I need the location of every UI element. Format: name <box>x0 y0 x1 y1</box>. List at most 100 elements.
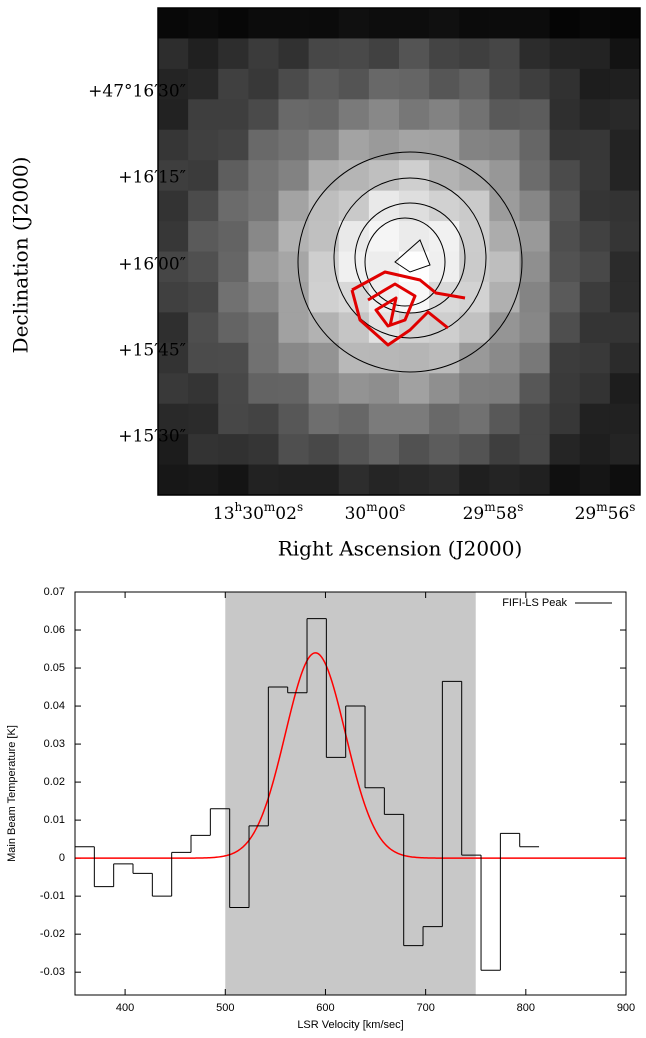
pixel <box>248 38 279 70</box>
pixel <box>308 434 340 466</box>
red-contour <box>351 270 466 300</box>
pixel <box>519 8 551 39</box>
contour <box>297 151 523 373</box>
pixel <box>399 68 430 100</box>
pixel <box>158 342 189 374</box>
pixel <box>158 129 189 161</box>
pixel <box>609 464 641 496</box>
pixel <box>549 190 581 222</box>
y-tick-label: 0.04 <box>44 700 65 712</box>
pixel <box>519 403 551 435</box>
pixel <box>549 160 581 192</box>
y-tick-label: 0.01 <box>44 814 65 826</box>
red-contour <box>350 289 449 347</box>
pixel <box>549 312 581 344</box>
pixel <box>399 342 430 374</box>
pixel <box>368 464 400 496</box>
pixel <box>489 68 520 100</box>
pixel <box>399 434 430 466</box>
pixel <box>218 190 249 222</box>
pixel <box>158 434 189 466</box>
pixel <box>399 129 430 161</box>
pixel <box>188 68 219 100</box>
pixel <box>459 464 490 496</box>
legend-label: FIFI-LS Peak <box>502 597 567 609</box>
contour <box>394 239 431 273</box>
pixel <box>459 312 490 344</box>
pixel <box>218 373 249 405</box>
pixel <box>158 99 189 131</box>
pixel <box>429 190 460 222</box>
pixel <box>248 434 279 466</box>
pixel <box>188 38 219 70</box>
pixel <box>248 8 279 39</box>
pixel <box>399 221 430 252</box>
pixel <box>399 190 430 222</box>
x-tick-label: 900 <box>617 1002 635 1014</box>
pixel <box>429 99 460 131</box>
pixel <box>368 434 400 466</box>
y-tick-label: 0.02 <box>44 776 65 788</box>
y-tick-label: -0.03 <box>40 966 65 978</box>
pixel <box>338 8 370 39</box>
pixel <box>188 464 219 496</box>
pixel <box>459 373 490 405</box>
pixel <box>399 99 430 131</box>
pixel <box>489 281 520 313</box>
pixel <box>609 129 641 161</box>
pixel <box>188 403 219 435</box>
pixel <box>549 464 581 496</box>
pixel <box>248 403 279 435</box>
pixel <box>519 281 551 313</box>
pixel <box>218 129 249 161</box>
pixel <box>489 342 520 374</box>
pixel <box>278 190 310 222</box>
pixel <box>248 373 279 405</box>
pixel <box>248 160 279 192</box>
y-tick-label: -0.01 <box>40 890 65 902</box>
pixel <box>278 312 310 344</box>
y-tick-label: +15′45″ <box>118 341 186 361</box>
pixel <box>188 190 219 222</box>
pixel <box>609 8 641 39</box>
pixel <box>218 403 249 435</box>
pixel <box>489 221 520 252</box>
pixel <box>519 129 551 161</box>
pixel <box>429 464 460 496</box>
pixel <box>579 190 611 222</box>
pixel <box>338 221 370 252</box>
x-tick-label: 13h30m02s <box>213 500 303 524</box>
pixel <box>218 38 249 70</box>
pixel <box>459 434 490 466</box>
red-contour <box>367 282 417 328</box>
pixel <box>368 403 400 435</box>
pixel <box>489 434 520 466</box>
plot-frame <box>74 591 627 996</box>
pixel <box>399 160 430 192</box>
pixel <box>459 190 490 222</box>
pixel <box>368 99 400 131</box>
x-tick-label: 400 <box>116 1002 134 1014</box>
pixel <box>549 403 581 435</box>
pixel <box>579 68 611 100</box>
pixel <box>158 190 189 222</box>
pixel <box>218 464 249 496</box>
pixel <box>278 68 310 100</box>
y-tick-label: 0.07 <box>44 586 65 598</box>
pixel <box>579 160 611 192</box>
pixel <box>519 190 551 222</box>
pixel <box>248 99 279 131</box>
pixel <box>579 251 611 283</box>
pixel <box>248 190 279 222</box>
pixel <box>248 281 279 313</box>
pixel <box>519 160 551 192</box>
y-tick-label: +16′00″ <box>118 255 186 275</box>
pixel <box>549 373 581 405</box>
pixel <box>308 68 340 100</box>
pixel <box>338 190 370 222</box>
pixel <box>459 38 490 70</box>
x-axis-title: LSR Velocity [km/sec] <box>297 1019 403 1031</box>
pixel <box>158 312 189 344</box>
pixel <box>218 8 249 39</box>
pixel <box>188 281 219 313</box>
